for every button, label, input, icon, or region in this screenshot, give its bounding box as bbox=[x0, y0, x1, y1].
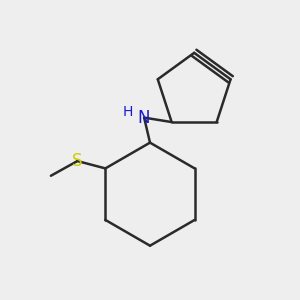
Text: H: H bbox=[123, 105, 133, 119]
Text: N: N bbox=[138, 109, 150, 127]
Text: S: S bbox=[72, 152, 83, 170]
